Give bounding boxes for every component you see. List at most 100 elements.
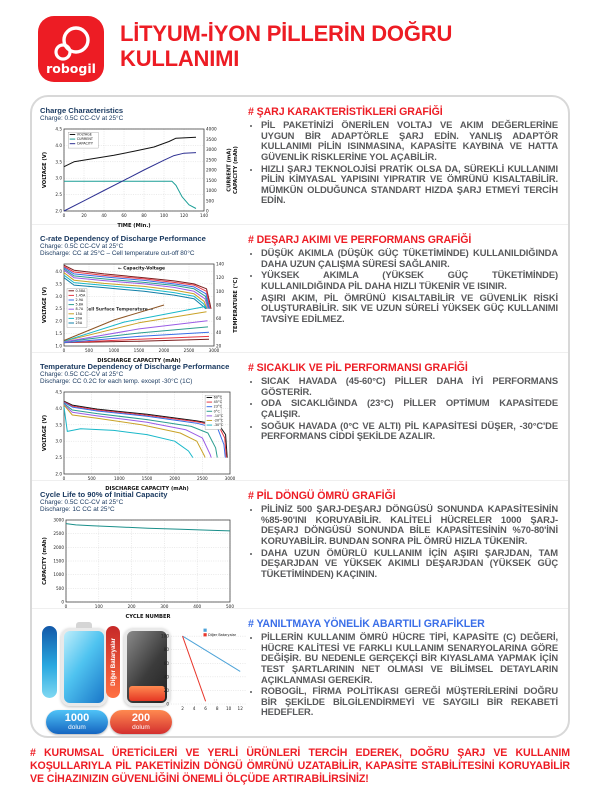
svg-text:8.7A: 8.7A [76,307,84,311]
svg-text:100: 100 [95,604,103,609]
svg-text:1000: 1000 [53,572,64,577]
svg-text:45°C: 45°C [214,400,223,404]
svg-text:140: 140 [200,213,208,218]
svg-text:2.9A: 2.9A [76,298,84,302]
svg-text:500: 500 [56,586,64,591]
svg-text:1000: 1000 [206,188,217,193]
full-battery-icon [61,628,107,706]
bullet-list: PİLİNİZ 500 ŞARJ-DEŞARJ DÖNGÜSÜ SONUNDA … [248,503,558,579]
robogil-logo: robogil [38,16,104,82]
svg-text:2500: 2500 [197,476,208,481]
svg-text:4000: 4000 [206,127,217,132]
svg-text:60: 60 [121,213,127,218]
section-dongu-omru: # PİL DÖNGÜ ÖMRÜ GRAFİĞİ PİLİNİZ 500 ŞAR… [240,481,568,608]
chart-subtitle: Charge: 0.5C CC-CV at 25°C [40,115,124,122]
svg-text:20: 20 [81,213,87,218]
svg-text:4.5: 4.5 [55,127,62,132]
page-title: LİTYUM-İYON PİLLERİN DOĞRU KULLANIMI [120,21,453,71]
svg-text:23°C: 23°C [214,405,223,409]
section-desarj-akimi: # DEŞARJ AKIMI VE PERFORMANS GRAFİĞİ DÜŞ… [240,225,568,352]
svg-text:VOLTAGE: VOLTAGE [77,132,92,136]
svg-text:TEMPERATURE (°C): TEMPERATURE (°C) [233,277,239,332]
footer-note: # KURUMSAL ÜRETİCİLERİ VE YERLİ ÜRÜNLERİ… [30,747,570,786]
svg-text:100: 100 [161,634,169,639]
svg-text:CYCLE NUMBER: CYCLE NUMBER [125,614,170,620]
svg-text:3.5: 3.5 [55,422,62,427]
strip-label: Diğer Bataryalar [109,638,117,686]
bullet-list: DÜŞÜK AKIMLA (DÜŞÜK GÜÇ TÜKETİMİNDE) KUL… [248,247,558,325]
svg-text:CAPACITY (mAh): CAPACITY (mAh) [233,146,239,194]
svg-text:500: 500 [226,604,234,609]
bullet-item: YÜKSEK AKIMLA (YÜKSEK GÜÇ TÜKETİMİNDE) K… [261,269,558,291]
low-charge-indicator [129,686,165,701]
svg-text:4.0: 4.0 [55,406,62,411]
svg-text:60: 60 [216,316,222,321]
svg-text:4: 4 [193,706,196,711]
svg-text:20A: 20A [76,316,83,320]
svg-text:12: 12 [238,706,244,711]
bullet-item: PİLLERİN KULLANIM ÖMRÜ HÜCRE TİPİ, KAPAS… [261,631,558,685]
svg-text:0: 0 [61,600,64,605]
svg-text:60: 60 [164,661,170,666]
chart-title: Charge Characteristics [40,106,124,115]
svg-text:3.0: 3.0 [55,439,62,444]
chart-cycle-life: Cycle Life to 90% of Initial Capacity Ch… [32,481,240,620]
svg-text:3.0: 3.0 [55,176,62,181]
svg-text:140: 140 [216,262,224,267]
cycle-count: 1000 [64,712,90,724]
bullet-item: SOĞUK HAVADA (0°C VE ALTI) PİL KAPASİTES… [261,420,558,442]
chart-subtitle: Discharge: CC 0.2C for each temp. except… [40,378,193,385]
svg-text:2.0: 2.0 [55,472,62,477]
section-heading: # PİL DÖNGÜ ÖMRÜ GRAFİĞİ [248,490,396,502]
svg-text:3000: 3000 [53,518,64,523]
svg-text:← Capacity-Voltage: ← Capacity-Voltage [118,265,165,271]
svg-text:TIME (Min.): TIME (Min.) [117,223,150,229]
svg-text:4.0: 4.0 [55,143,62,148]
chart-subtitle: Charge: 0.5C CC-CV at 25°C [40,499,124,506]
svg-text:1500: 1500 [142,476,153,481]
svg-text:3.5: 3.5 [55,159,62,164]
cycle-count: 200 [131,712,151,724]
bullet-list: SICAK HAVADA (45-60°C) PİLLER DAHA İYİ P… [248,375,558,442]
row-discharge: C-rate Dependency of Discharge Performan… [32,224,568,364]
svg-text:1000: 1000 [114,476,125,481]
svg-text:2000: 2000 [53,545,64,550]
svg-text:2500: 2500 [53,531,64,536]
svg-text:0: 0 [65,604,68,609]
svg-text:3.5: 3.5 [55,281,62,286]
header: robogil LİTYUM-İYON PİLLERİN DOĞRU KULLA… [38,16,470,82]
svg-text:1000: 1000 [109,348,120,353]
chart-title: C-rate Dependency of Discharge Performan… [40,234,206,243]
section-heading: # YANILTMAYA YÖNELİK ABARTILI GRAFİKLER [248,618,485,630]
svg-text:VOLTAGE (V): VOLTAGE (V) [42,152,48,188]
svg-text:1.45A: 1.45A [76,293,87,297]
svg-text:1.0: 1.0 [55,344,62,349]
svg-text:300: 300 [160,604,168,609]
svg-text:25A: 25A [76,321,83,325]
empty-battery-icon [124,628,170,706]
svg-text:4.0: 4.0 [55,269,62,274]
bullet-item: AŞIRI AKIM, PİL ÖMRÜNÜ KISALTABİLİR VE G… [261,292,558,325]
section-abartili-grafikler: # YANILTMAYA YÖNELİK ABARTILI GRAFİKLER … [240,609,568,736]
section-sarj-karakteristikleri: # ŞARJ KARAKTERİSTİKLERİ GRAFİĞİ PİL PAK… [240,97,568,224]
svg-text:-10°C: -10°C [214,414,224,418]
chart-canvas: 0 500 1000 1500 2000 2500 3000 1.0 1.5 2.0 2.5 3.0 3… [40,258,239,365]
bullet-item: PİLİNİZ 500 ŞARJ-DEŞARJ DÖNGÜSÜ SONUNDA … [261,503,558,547]
section-heading: # DEŞARJ AKIMI VE PERFORMANS GRAFİĞİ [248,234,472,246]
svg-text:1.5: 1.5 [55,331,62,336]
row-temperature: Temperature Dependency of Discharge Perf… [32,352,568,492]
svg-text:100: 100 [216,289,224,294]
chart-temperature: Temperature Dependency of Discharge Perf… [32,353,240,492]
svg-text:3500: 3500 [206,137,217,142]
chart-title: Cycle Life to 90% of Initial Capacity [40,490,168,499]
svg-text:500: 500 [85,348,93,353]
svg-text:120: 120 [180,213,188,218]
cycle-unit: dolum [68,724,86,731]
svg-text:2000: 2000 [159,348,170,353]
bullet-item: ROBOGİL, FİRMA POLİTİKASI GEREĞİ MÜŞTERİ… [261,685,558,718]
svg-text:1500: 1500 [206,178,217,183]
svg-text:VOLTAGE (V): VOLTAGE (V) [42,415,48,451]
svg-text:4.5: 4.5 [55,390,62,395]
svg-text:2.5: 2.5 [55,455,62,460]
